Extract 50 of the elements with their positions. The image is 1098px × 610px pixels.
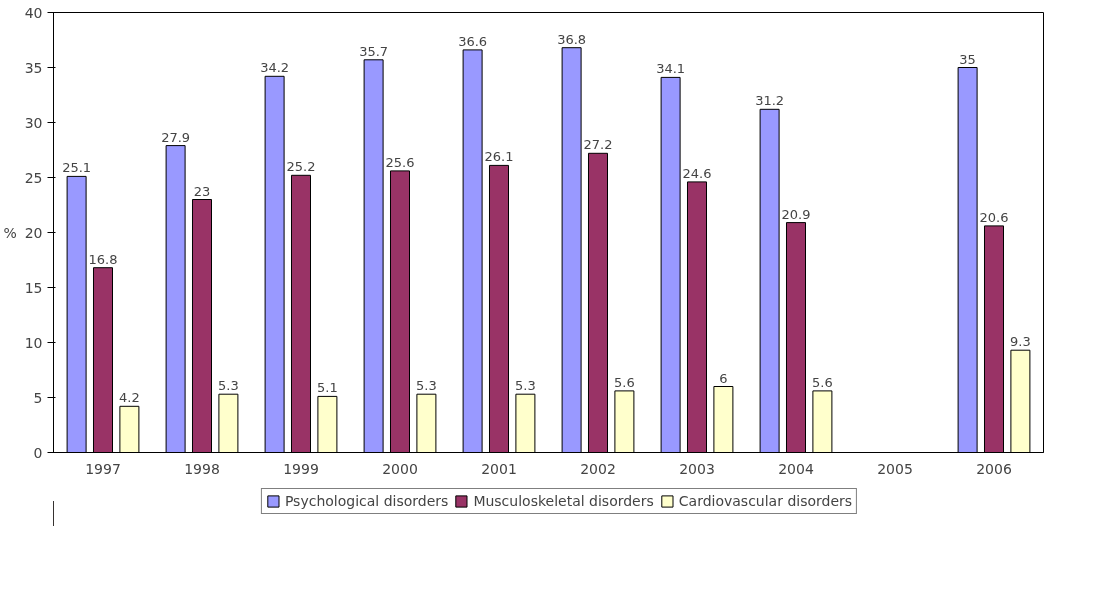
legend-label: Musculoskeletal disorders (473, 493, 654, 509)
data-label: 6 (719, 370, 728, 386)
x-tick-label: 1999 (283, 460, 319, 477)
y-tick-label: 30 (24, 114, 43, 131)
x-tick-label: 2006 (976, 460, 1012, 477)
data-label: 25.2 (286, 159, 316, 175)
y-tick-label: 20 (24, 224, 43, 241)
data-label: 24.6 (682, 165, 712, 181)
data-label: 36.6 (458, 33, 488, 49)
data-label: 4.2 (119, 390, 140, 406)
data-label: 5.3 (218, 378, 239, 394)
data-label: 20.6 (979, 209, 1009, 225)
legend-label: Cardiovascular disorders (678, 493, 853, 509)
data-label: 34.2 (260, 60, 290, 76)
data-label: 31.2 (755, 93, 785, 109)
y-tick-label: 10 (24, 334, 43, 351)
data-label: 34.1 (656, 61, 686, 77)
y-tick-label: 25 (24, 169, 43, 186)
data-label: 26.1 (484, 149, 514, 165)
data-label: 9.3 (1010, 334, 1031, 350)
data-label: 5.3 (416, 378, 437, 394)
data-label: 25.6 (385, 154, 415, 170)
x-tick-label: 2004 (778, 460, 814, 477)
legend-label: Psychological disorders (284, 493, 449, 509)
data-label: 27.2 (583, 137, 613, 153)
data-label: 5.3 (515, 378, 536, 394)
data-label: 36.8 (557, 31, 587, 47)
data-label: 16.8 (88, 251, 118, 267)
x-tick-label: 2003 (679, 460, 715, 477)
x-tick-label: 1997 (85, 460, 121, 477)
x-tick-label: 1998 (184, 460, 220, 477)
y-tick-label: 35 (24, 59, 43, 76)
data-label: 20.9 (781, 206, 811, 222)
data-label: 23 (193, 183, 211, 199)
data-label: 5.1 (317, 380, 338, 396)
y-tick-label: 15 (24, 279, 43, 296)
y-tick-label: 5 (33, 389, 43, 406)
x-tick-label: 2000 (382, 460, 418, 477)
data-label: 25.1 (62, 160, 92, 176)
data-label: 5.6 (614, 374, 635, 390)
x-tick-label: 2002 (580, 460, 616, 477)
data-label: 35.7 (359, 43, 389, 59)
data-label: 27.9 (161, 129, 191, 145)
data-label: 35 (959, 51, 976, 67)
y-tick-label: 0 (33, 444, 43, 461)
y-tick-label: 40 (24, 4, 43, 21)
x-tick-label: 2005 (877, 460, 913, 477)
data-label: 5.6 (812, 374, 833, 390)
y-axis-title: % (3, 224, 17, 241)
x-tick-label: 2001 (481, 460, 517, 477)
